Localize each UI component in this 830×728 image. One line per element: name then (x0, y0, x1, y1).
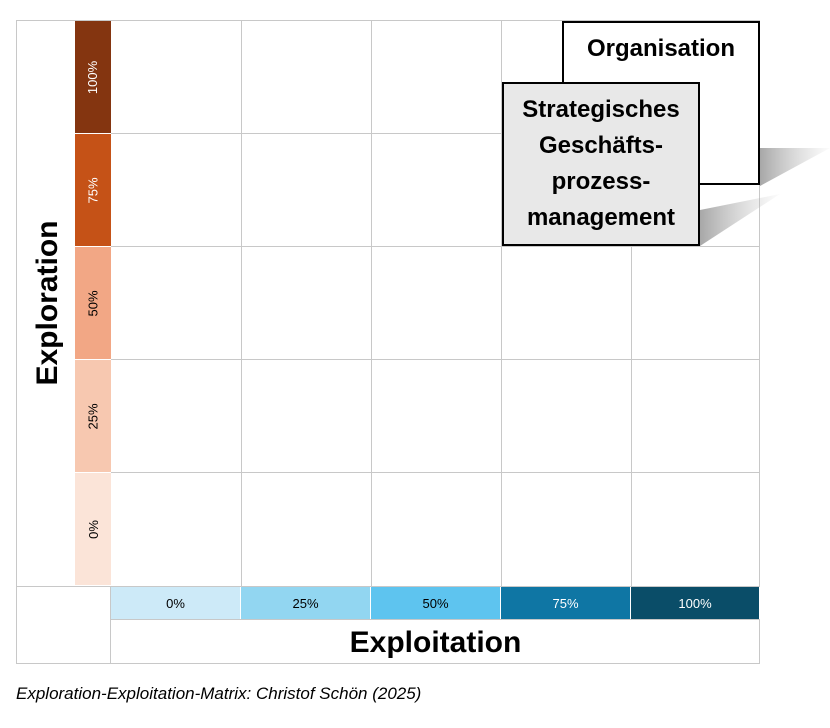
sgpm-line: Strategisches (522, 96, 680, 123)
y-scale-cell-75: 75% (75, 134, 111, 247)
grid-line (111, 133, 760, 134)
grid-line (111, 472, 760, 473)
organisation-label: Organisation (586, 35, 736, 62)
sgpm-line: Geschäfts- (538, 132, 664, 159)
grid-line (111, 359, 760, 360)
y-scale-cell-50: 50% (75, 247, 111, 360)
x-scale-cell-50: 50% (371, 587, 501, 619)
sgpm-line: prozess- (551, 168, 651, 195)
sgpm-line: management (526, 204, 676, 231)
y-scale-cell-0: 0% (75, 473, 111, 586)
y-scale-label: 50% (85, 289, 101, 317)
x-axis-label: Exploitation (349, 626, 522, 659)
x-scale-cell-25: 25% (241, 587, 371, 619)
y-scale-cell-25: 25% (75, 360, 111, 473)
sgpm-box: Strategisches Geschäfts- prozess- manage… (502, 82, 700, 246)
organisation-box-shadow (760, 148, 830, 186)
grid-line (241, 20, 242, 586)
y-scale-label: 25% (85, 402, 101, 430)
grid-line (501, 20, 502, 586)
grid-line (16, 586, 760, 587)
y-scale-cell-100: 100% (75, 21, 111, 134)
y-scale-label: 0% (85, 519, 101, 539)
grid-line (111, 246, 760, 247)
grid-line (111, 619, 760, 620)
x-scale-cell-75: 75% (501, 587, 631, 619)
grid-line (371, 20, 372, 586)
figure-caption: Exploration-Exploitation-Matrix: Christo… (16, 684, 422, 703)
grid-line (631, 20, 632, 586)
y-axis-label: Exploration (31, 220, 64, 386)
y-scale-label: 75% (85, 176, 101, 204)
matrix-frame (16, 20, 760, 664)
x-scale-cell-100: 100% (631, 587, 760, 619)
x-scale-cell-0: 0% (111, 587, 241, 619)
y-scale-label: 100% (85, 60, 101, 94)
